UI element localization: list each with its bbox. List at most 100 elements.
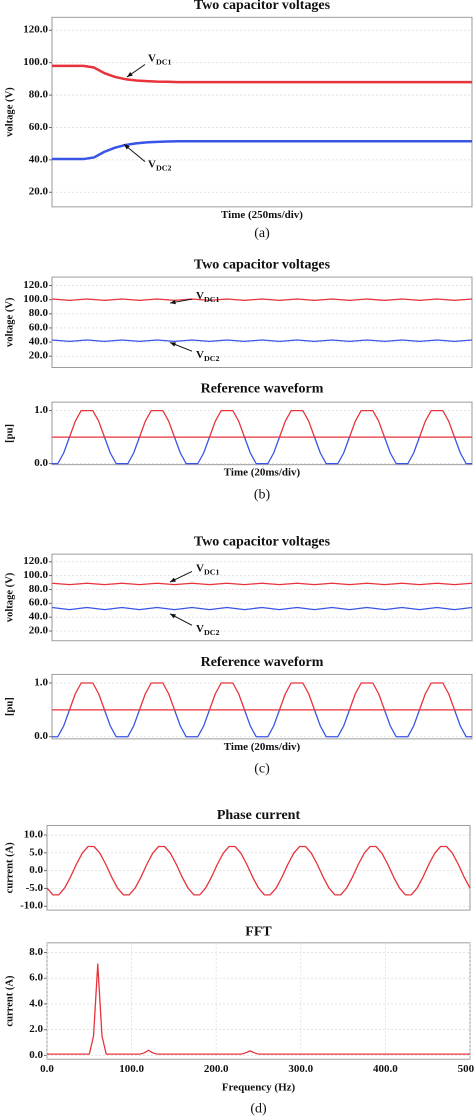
y-axis-label: voltage (V) — [3, 87, 15, 137]
y-axis-label: [pu] — [3, 424, 15, 443]
x-axis-label: Time (20ms/div) — [224, 741, 301, 753]
y-tick-label: 20.0 — [29, 350, 48, 362]
y-tick-label: 1.0 — [34, 677, 48, 689]
y-axis-label: [pu] — [3, 697, 15, 716]
plot-area — [46, 824, 471, 911]
data-line — [52, 709, 472, 738]
data-line — [47, 963, 470, 1055]
annotation-text: V — [196, 624, 204, 636]
data-line — [52, 436, 472, 465]
x-tick-label: 100.0 — [119, 1063, 144, 1075]
y-tick-label: 40.0 — [29, 611, 48, 623]
y-tick-label: 60.0 — [29, 121, 48, 133]
y-tick-label: 100.0 — [23, 56, 48, 68]
annotation-arrowhead — [127, 72, 133, 77]
y-tick-label: -5.0 — [26, 882, 43, 894]
y-tick-label: 60.0 — [29, 597, 48, 609]
annotation-arrowhead — [170, 299, 176, 305]
data-line — [68, 409, 456, 438]
y-tick-label: 40.0 — [29, 336, 48, 348]
x-tick-label: 500.0 — [458, 1063, 474, 1075]
y-tick-label: 60.0 — [29, 322, 48, 334]
y-tick-label: 100.0 — [23, 293, 48, 305]
annotation-subscript: DC1 — [204, 567, 220, 576]
x-axis-label: Time (20ms/div) — [224, 467, 301, 479]
plot-area — [51, 673, 473, 740]
x-axis-label: Time (250ms/div) — [221, 209, 303, 221]
annotation-text: V — [148, 53, 156, 65]
y-tick-label: 120.0 — [23, 279, 48, 291]
y-tick-label: 0.0 — [34, 457, 48, 469]
annotation-arrowhead — [170, 613, 176, 619]
annotation-subscript: DC1 — [156, 57, 172, 66]
x-tick-label: 200.0 — [204, 1063, 229, 1075]
annotation-subscript: DC2 — [204, 354, 220, 363]
x-tick-label: 300.0 — [288, 1063, 313, 1075]
y-tick-label: -10.0 — [20, 900, 43, 912]
y-tick-label: 10.0 — [24, 829, 43, 841]
data-line — [51, 582, 473, 586]
chart-title: Two capacitor voltages — [194, 534, 330, 549]
annotation-text: V — [148, 159, 156, 171]
annotation-subscript: DC1 — [204, 295, 220, 304]
y-tick-label: 5.0 — [29, 846, 43, 858]
y-tick-label: 80.0 — [29, 583, 48, 595]
y-axis-label: current (A) — [3, 842, 15, 894]
annotation: VDC1 — [148, 53, 172, 66]
annotation-arrowhead — [170, 342, 176, 347]
annotation-arrowhead — [124, 144, 130, 150]
plot-area — [51, 401, 473, 466]
annotation-arrowhead — [170, 577, 176, 583]
caption: (c) — [254, 761, 270, 777]
y-tick-label: 100.0 — [23, 569, 48, 581]
chart-title: Reference waveform — [201, 654, 324, 669]
data-line — [68, 682, 456, 711]
y-tick-label: 6.0 — [29, 972, 43, 984]
y-tick-label: 0.0 — [29, 1049, 43, 1061]
y-axis-label: voltage (V) — [3, 572, 15, 622]
y-tick-label: 20.0 — [29, 625, 48, 637]
data-line — [51, 606, 473, 611]
y-tick-label: 2.0 — [29, 1023, 43, 1035]
y-tick-label: 80.0 — [29, 307, 48, 319]
y-tick-label: 40.0 — [29, 153, 48, 165]
annotation: VDC2 — [148, 159, 172, 172]
y-tick-label: 4.0 — [29, 998, 43, 1010]
plot-area — [51, 16, 473, 208]
data-line — [52, 64, 472, 84]
y-tick-label: 20.0 — [29, 186, 48, 198]
annotation-text: V — [196, 563, 204, 575]
annotation: VDC2 — [196, 624, 220, 637]
y-tick-label: 80.0 — [29, 89, 48, 101]
annotation-subscript: DC2 — [156, 163, 172, 172]
caption: (b) — [254, 487, 270, 503]
annotation-text: V — [196, 291, 204, 303]
annotation-text: V — [196, 350, 204, 362]
annotation-subscript: DC2 — [204, 628, 220, 637]
annotation: VDC1 — [196, 291, 220, 304]
caption: (d) — [250, 1101, 266, 1116]
chart-title: Phase current — [217, 807, 301, 822]
chart-title: FFT — [245, 924, 271, 939]
y-tick-label: 120.0 — [23, 24, 48, 36]
plot-area — [46, 942, 471, 1060]
y-tick-label: 8.0 — [29, 946, 43, 958]
x-tick-label: 0.0 — [40, 1063, 54, 1075]
caption: (a) — [254, 225, 270, 241]
y-tick-label: 0.0 — [34, 730, 48, 742]
y-tick-label: 120.0 — [23, 555, 48, 567]
y-tick-label: 0.0 — [29, 864, 43, 876]
chart-title: Reference waveform — [201, 381, 324, 396]
x-axis-label: Frequency (Hz) — [222, 1082, 296, 1094]
data-line — [52, 139, 472, 161]
y-tick-label: 1.0 — [34, 404, 48, 416]
annotation: VDC2 — [196, 350, 220, 363]
plot-area — [51, 553, 473, 642]
y-axis-label: voltage (V) — [3, 297, 15, 347]
chart-title: Two capacitor voltages — [194, 257, 330, 272]
data-line — [51, 298, 473, 302]
annotation: VDC1 — [196, 563, 220, 576]
chart-title: Two capacitor voltages — [194, 0, 330, 12]
